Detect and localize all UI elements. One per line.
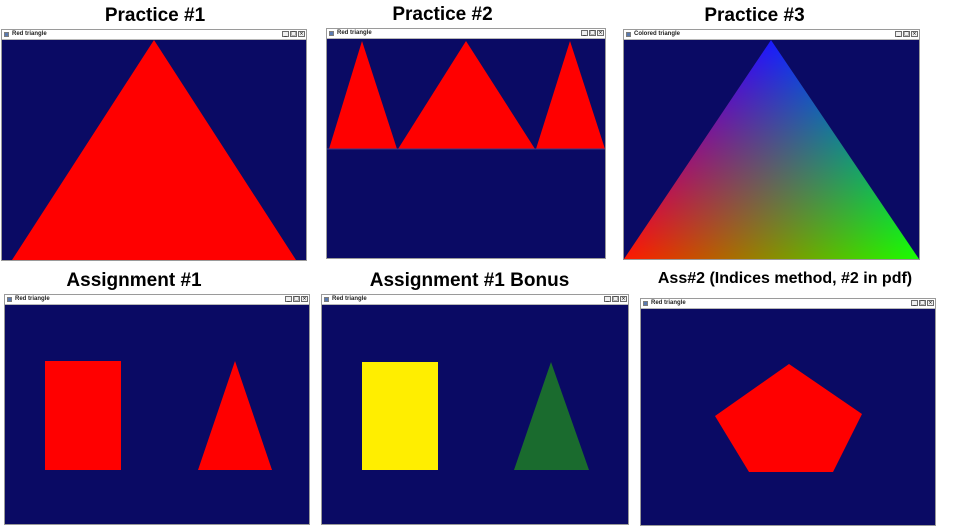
green-triangle — [514, 362, 589, 470]
window-title: Colored triangle — [634, 31, 681, 37]
maximize-button[interactable]: □ — [293, 296, 300, 302]
caption-assignment-1-bonus: Assignment #1 Bonus — [369, 270, 570, 291]
app-icon — [7, 297, 12, 302]
titlebar: Colored triangle _ □ × — [624, 30, 919, 40]
close-button[interactable]: × — [301, 296, 308, 302]
titlebar: Red triangle _ □ × — [322, 295, 628, 305]
titlebar: Red triangle _ □ × — [641, 299, 935, 309]
titlebar: Red triangle _ □ × — [5, 295, 309, 305]
render-area — [641, 309, 935, 525]
minimize-button[interactable]: _ — [604, 296, 611, 302]
caption-practice-3: Practice #3 — [704, 5, 805, 26]
app-icon — [329, 31, 334, 36]
red-triangle — [12, 40, 296, 260]
red-rectangle — [45, 361, 121, 470]
window-title: Red triangle — [12, 31, 47, 37]
caption-assignment-1: Assignment #1 — [66, 270, 202, 291]
window-assignment-1-bonus: Red triangle _ □ × — [321, 294, 629, 525]
window-practice-2: Red triangle _ □ × — [326, 28, 606, 259]
minimize-button[interactable]: _ — [911, 300, 918, 306]
window-assignment-2: Red triangle _ □ × — [640, 298, 936, 526]
render-area — [5, 305, 309, 524]
caption-practice-1: Practice #1 — [104, 5, 206, 26]
close-button[interactable]: × — [620, 296, 627, 302]
app-icon — [324, 297, 329, 302]
red-triangle — [198, 361, 272, 470]
caption-practice-2: Practice #2 — [392, 4, 493, 25]
app-icon — [643, 301, 648, 306]
maximize-button[interactable]: □ — [290, 31, 297, 37]
colored-triangle-green — [624, 40, 919, 259]
titlebar: Red triangle _ □ × — [2, 30, 306, 40]
red-triangle-right — [536, 41, 605, 149]
minimize-button[interactable]: _ — [285, 296, 292, 302]
window-title: Red triangle — [332, 296, 367, 302]
titlebar: Red triangle _ □ × — [327, 29, 605, 39]
app-icon — [4, 32, 9, 37]
window-title: Red triangle — [651, 300, 686, 306]
close-button[interactable]: × — [911, 31, 918, 37]
close-button[interactable]: × — [298, 31, 305, 37]
window-title: Red triangle — [337, 30, 372, 36]
render-area — [624, 40, 919, 259]
maximize-button[interactable]: □ — [903, 31, 910, 37]
minimize-button[interactable]: _ — [581, 30, 588, 36]
caption-assignment-2: Ass#2 (Indices method, #2 in pdf) — [657, 270, 913, 287]
red-triangle-middle — [398, 41, 535, 149]
close-button[interactable]: × — [597, 30, 604, 36]
render-area — [322, 305, 628, 524]
window-assignment-1: Red triangle _ □ × — [4, 294, 310, 525]
window-title: Red triangle — [15, 296, 50, 302]
window-practice-1: Red triangle _ □ × — [1, 29, 307, 261]
app-icon — [626, 32, 631, 37]
yellow-rectangle — [362, 362, 438, 470]
window-practice-3: Colored triangle _ □ × — [623, 29, 920, 260]
red-pentagon — [715, 364, 862, 472]
render-area — [2, 40, 306, 260]
red-triangle-left — [329, 41, 397, 149]
minimize-button[interactable]: _ — [282, 31, 289, 37]
maximize-button[interactable]: □ — [919, 300, 926, 306]
maximize-button[interactable]: □ — [612, 296, 619, 302]
render-area — [327, 39, 605, 258]
minimize-button[interactable]: _ — [895, 31, 902, 37]
close-button[interactable]: × — [927, 300, 934, 306]
maximize-button[interactable]: □ — [589, 30, 596, 36]
